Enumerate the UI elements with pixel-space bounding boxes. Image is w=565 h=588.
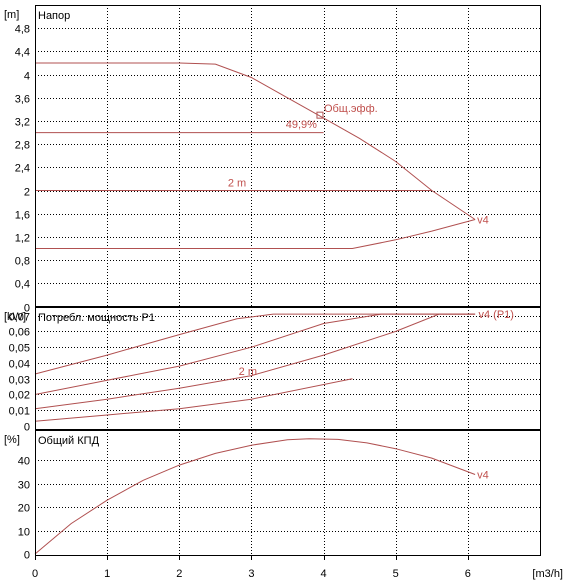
panel-title: Общий КПД xyxy=(38,435,100,447)
annotation-label: v4 (P1) xyxy=(479,309,514,321)
y-tick-label: 0,03 xyxy=(9,375,30,387)
series-label: 2 m xyxy=(228,178,246,190)
series-label: 2 m xyxy=(239,366,257,378)
y-tick-label: 3,6 xyxy=(15,94,30,106)
series-line xyxy=(34,313,476,410)
y-tick-label: 4,4 xyxy=(15,47,30,59)
x-tick-label: 1 xyxy=(104,568,110,580)
y-tick-label: 0,02 xyxy=(9,390,30,402)
series-label: v4 xyxy=(477,215,489,227)
plot-frame xyxy=(35,5,541,556)
x-tick-label: 0 xyxy=(32,568,38,580)
x-tick-label: 3 xyxy=(248,568,254,580)
series-line xyxy=(34,313,476,375)
series-line xyxy=(34,378,353,422)
y-tick-label: 30 xyxy=(18,480,30,492)
y-tick-label: 0,06 xyxy=(9,327,30,339)
y-tick-label: 2,4 xyxy=(15,163,30,175)
y-tick-label: 3,2 xyxy=(15,117,30,129)
panel-title: Потребл. мощность P1 xyxy=(38,312,155,324)
annotation-label: 49,9% xyxy=(286,119,317,131)
frame-layer xyxy=(35,5,541,560)
y-tick-label: 10 xyxy=(18,527,30,539)
series-line xyxy=(35,219,476,249)
y-tick-label: 1,6 xyxy=(15,210,30,222)
series-line xyxy=(34,438,476,555)
y-tick-label: 0,4 xyxy=(15,279,30,291)
y-tick-label: 0,07 xyxy=(9,312,30,324)
series-line xyxy=(35,62,476,220)
y-unit-label: [kW] xyxy=(4,311,26,323)
y-tick-label: 40 xyxy=(18,456,30,468)
y-unit-label: [m] xyxy=(4,9,19,21)
y-tick-label: 0,05 xyxy=(9,343,30,355)
y-tick-label: 2 xyxy=(24,187,30,199)
y-tick-label: 0 xyxy=(24,303,30,315)
curve-layer xyxy=(34,62,476,555)
y-tick-label: 0,8 xyxy=(15,256,30,268)
annotation-label: Общ.эфф. xyxy=(324,103,378,115)
x-axis-label: [m3/h] xyxy=(532,568,563,580)
x-tick-label: 6 xyxy=(465,568,471,580)
y-tick-label: 4,8 xyxy=(15,24,30,36)
y-tick-label: 0 xyxy=(24,422,30,434)
series-label: v4 xyxy=(477,469,489,481)
text-layer: 0 0,4 0,8 1,2 1,6 2 2,4 2,8 3,2 3,6 4 4,4 4,8 [m] Напо… xyxy=(4,9,563,580)
operating-point-marker xyxy=(316,111,324,119)
y-tick-label: 0 xyxy=(24,550,30,562)
x-tick-label: 2 xyxy=(176,568,182,580)
y-tick-label: 2,8 xyxy=(15,140,30,152)
x-tick-label: 5 xyxy=(393,568,399,580)
x-tick-label: 4 xyxy=(321,568,327,580)
y-tick-label: 20 xyxy=(18,503,30,515)
y-unit-label: [%] xyxy=(4,434,20,446)
y-tick-label: 4 xyxy=(24,71,30,83)
panel-title: Напор xyxy=(38,10,70,22)
y-tick-label: 0,04 xyxy=(9,359,30,371)
series-line xyxy=(34,313,476,395)
y-tick-label: 1,2 xyxy=(15,233,30,245)
y-tick-label: 0,01 xyxy=(9,406,30,418)
grid-layer xyxy=(35,5,540,556)
